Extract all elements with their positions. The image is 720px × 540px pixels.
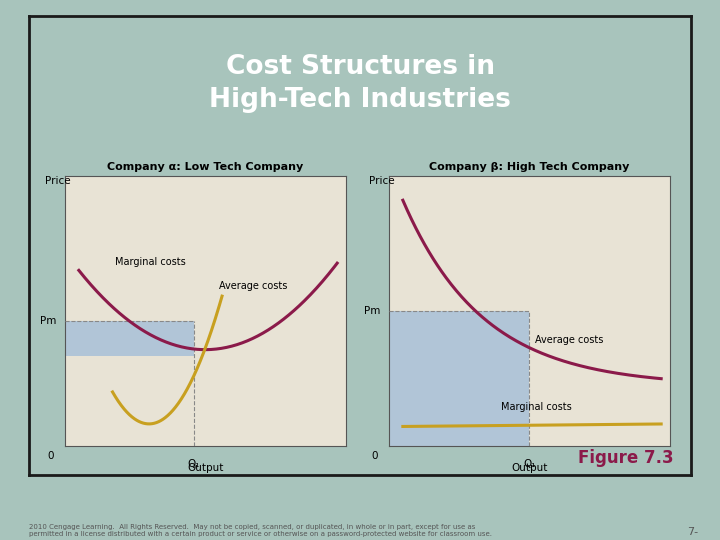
Text: Q₁: Q₁ (523, 459, 536, 469)
Text: Figure 7.3: Figure 7.3 (577, 449, 673, 467)
Text: Output: Output (511, 463, 547, 473)
Text: 7-: 7- (688, 527, 698, 537)
Text: Marginal costs: Marginal costs (501, 402, 572, 413)
Text: Cost Structures in
High-Tech Industries: Cost Structures in High-Tech Industries (209, 54, 511, 113)
Bar (389, 310, 529, 446)
Text: Q₁: Q₁ (188, 459, 200, 469)
Text: Price: Price (45, 176, 71, 186)
Text: Marginal costs: Marginal costs (115, 256, 186, 267)
Text: Average costs: Average costs (535, 335, 603, 345)
Text: Pm: Pm (40, 316, 56, 326)
Text: Pm: Pm (364, 306, 380, 315)
Text: 0: 0 (371, 451, 377, 461)
Text: Price: Price (369, 176, 395, 186)
Text: 2010 Cengage Learning.  All Rights Reserved.  May not be copied, scanned, or dup: 2010 Cengage Learning. All Rights Reserv… (29, 524, 492, 537)
Text: 0: 0 (47, 451, 53, 461)
Bar (65, 321, 194, 356)
Text: Average costs: Average costs (220, 281, 287, 291)
Title: Company α: Low Tech Company: Company α: Low Tech Company (107, 162, 303, 172)
Text: Output: Output (187, 463, 223, 473)
Title: Company β: High Tech Company: Company β: High Tech Company (429, 162, 629, 172)
